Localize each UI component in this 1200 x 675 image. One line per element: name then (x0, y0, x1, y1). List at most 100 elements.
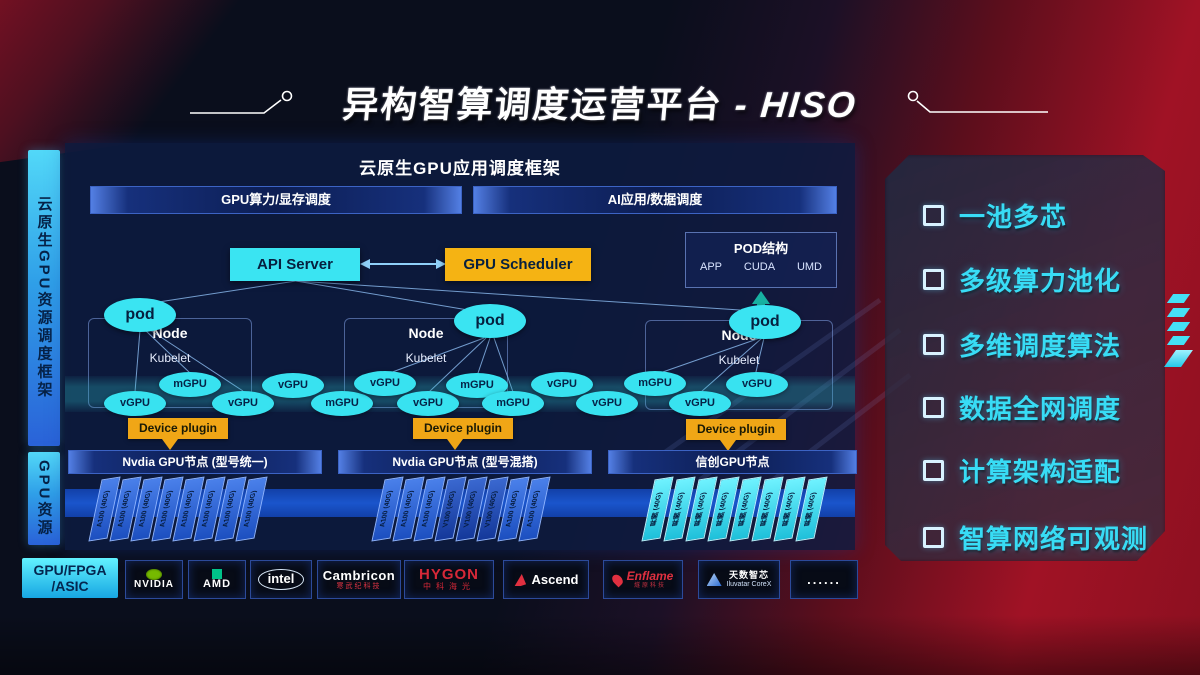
square-bullet-icon (923, 460, 944, 481)
gpu-slice-ellipse: vGPU (669, 391, 731, 416)
slash-decoration (1164, 294, 1193, 367)
pod-ellipse-1: pod (104, 298, 176, 332)
rail-gpu-resources: GPU资源 (28, 452, 60, 545)
gpu-slice-ellipse: mGPU (446, 373, 508, 398)
pod-structure-up-arrow-icon (752, 291, 770, 304)
gpu-slice-ellipse: vGPU (262, 373, 324, 398)
feature-panel (885, 155, 1165, 561)
feature-label: 智算网络可观测 (959, 524, 1149, 554)
enflame-logo-icon (609, 572, 625, 587)
vendor-tile-cambricon: Cambricon 寒武纪科技 (317, 560, 401, 599)
pod-structure-box: POD结构 APP CUDA UMD (685, 232, 837, 288)
gpu-slice-ellipse: vGPU (397, 391, 459, 416)
vendor-tile-amd: AMD (188, 560, 246, 599)
ascend-logo-icon (512, 574, 528, 586)
gpu-slice-ellipse: mGPU (624, 371, 686, 396)
gpu-slice-ellipse: mGPU (482, 391, 544, 416)
vendor-subname: 中科海光 (422, 582, 475, 592)
vendor-name: NVIDIA (134, 578, 174, 590)
vendor-name: Enflame (626, 569, 674, 584)
gpu-slice-ellipse: vGPU (354, 371, 416, 396)
hardware-label-line2: /ASIC (51, 578, 89, 594)
node-box-2: Node Kubelet (344, 318, 508, 408)
vendor-subname: Iluvatar CoreX (726, 580, 772, 588)
feature-item: 智算网络可观测 (923, 519, 1148, 556)
hardware-label-line1: GPU/FPGA (33, 561, 107, 578)
iluvatar-logo-icon (706, 573, 722, 586)
gpu-group-label-uniform: Nvdia GPU节点 (型号统一) (68, 450, 322, 474)
device-plugin-arrow-2 (447, 439, 463, 450)
vendor-name: Ascend (531, 572, 579, 587)
gpu-slice-ellipse: vGPU (104, 391, 166, 416)
feature-label: 计算架构适配 (959, 457, 1122, 487)
vendor-name: HYGON (418, 566, 479, 584)
vendor-tile-ascend: Ascend (503, 560, 589, 599)
device-plugin-tag-2: Device plugin (413, 418, 513, 439)
page-title-en: - HISO (732, 84, 859, 125)
feature-label: 数据全网调度 (959, 394, 1122, 424)
square-bullet-icon (923, 334, 944, 355)
api-server-box: API Server (230, 248, 360, 281)
rail-cloud-native-gpu-framework: 云原生GPU资源调度框架 (28, 150, 60, 446)
node-1-kubelet-label: Kubelet (149, 351, 191, 365)
pill-ai-app-data-scheduling: AI应用/数据调度 (473, 186, 837, 214)
amd-logo-icon (212, 568, 222, 579)
hardware-row-label: GPU/FPGA /ASIC (22, 558, 118, 598)
vendor-tile-nvidia: NVIDIA (125, 560, 183, 599)
gpu-group-label-mixed: Nvdia GPU节点 (型号混搭) (338, 450, 592, 474)
vendor-name: ...... (807, 572, 841, 587)
bottom-shade (0, 615, 1200, 675)
vendor-name: Cambricon (322, 568, 396, 583)
vendor-tile-hygon: HYGON 中科海光 (404, 560, 494, 599)
device-plugin-tag-3: Device plugin (686, 419, 786, 440)
square-bullet-icon (923, 205, 944, 226)
gpu-slice-ellipse: vGPU (212, 391, 274, 416)
node-3-kubelet-label: Kubelet (718, 353, 760, 367)
gpu-scheduler-box: GPU Scheduler (445, 248, 591, 281)
device-plugin-arrow-3 (720, 440, 736, 451)
intel-logo-icon: intel (257, 569, 305, 590)
node-2-label: Node (408, 325, 444, 341)
feature-item: 多维调度算法 (923, 326, 1121, 363)
feature-label: 多维调度算法 (959, 331, 1122, 361)
pod-structure-title: POD结构 (733, 241, 789, 256)
pod-ellipse-3: pod (729, 305, 801, 339)
gpu-slice-ellipse: vGPU (576, 391, 638, 416)
pod-structure-item-umd: UMD (796, 261, 822, 273)
node-2-kubelet-label: Kubelet (405, 351, 447, 365)
nvidia-logo-icon (146, 568, 162, 580)
square-bullet-icon (923, 269, 944, 290)
device-plugin-tag-1: Device plugin (128, 418, 228, 439)
page-title-zh: 异构智算调度运营平台 (340, 84, 725, 125)
vendor-subname: 寒武纪科技 (336, 582, 382, 590)
gpu-slice-ellipse: mGPU (159, 372, 221, 397)
square-bullet-icon (923, 397, 944, 418)
vendor-tile-enflame: Enflame 燧原科技 (603, 560, 683, 599)
pod-ellipse-2: pod (454, 304, 526, 338)
device-plugin-arrow-1 (162, 439, 178, 450)
node-1-label: Node (152, 325, 188, 341)
vendor-name: AMD (202, 577, 232, 590)
pod-structure-item-cuda: CUDA (743, 261, 776, 273)
gpu-slice-ellipse: mGPU (311, 391, 373, 416)
feature-label: 一池多芯 (959, 202, 1068, 232)
pod-structure-item-app: APP (700, 261, 723, 273)
vendor-subname: 燧原科技 (633, 582, 666, 589)
feature-item: 数据全网调度 (923, 389, 1121, 426)
vendor-tile-iluvatar: 天数智芯 Iluvatar CoreX (698, 560, 780, 599)
vendor-tile-more: ...... (790, 560, 858, 599)
vendor-name: 天数智芯 (728, 570, 769, 581)
feature-item: 多级算力池化 (923, 261, 1121, 298)
pill-gpu-compute-vram-scheduling: GPU算力/显存调度 (90, 186, 462, 214)
vendor-tile-intel: intel (250, 560, 312, 599)
feature-item: 一池多芯 (923, 197, 1067, 234)
page-title: 异构智算调度运营平台 - HISO (0, 76, 1200, 128)
gpu-slice-ellipse: vGPU (531, 372, 593, 397)
gpu-group-label-xinchuang: 信创GPU节点 (608, 450, 857, 474)
app-frame-title: 云原生GPU应用调度框架 (359, 159, 561, 178)
gpu-slice-ellipse: vGPU (726, 372, 788, 397)
feature-label: 多级算力池化 (959, 266, 1122, 296)
feature-item: 计算架构适配 (923, 452, 1121, 489)
square-bullet-icon (923, 527, 944, 548)
